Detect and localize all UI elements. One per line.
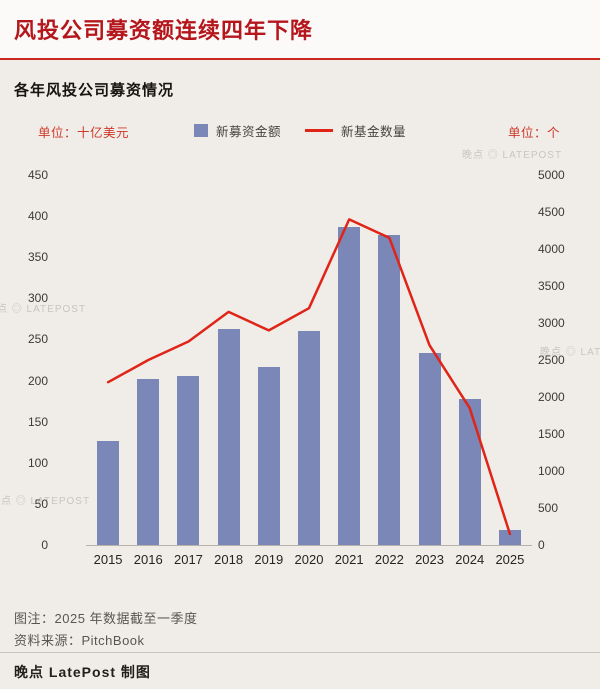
bar-2022 <box>378 235 401 545</box>
watermark: 晚点 ◎ LATEPOST <box>0 304 87 315</box>
bar-2015 <box>97 440 120 545</box>
right-axis-tick: 4500 <box>538 205 565 219</box>
left-axis-tick: 0 <box>41 538 48 552</box>
x-axis-label: 2017 <box>173 552 203 567</box>
x-axis-label: 2016 <box>133 552 163 567</box>
right-axis-tick: 0 <box>538 538 545 552</box>
right-axis-tick: 2500 <box>538 353 565 367</box>
x-axis-label: 2018 <box>214 552 244 567</box>
bar-2024 <box>458 399 481 545</box>
bar-2021 <box>338 226 361 545</box>
bar-2018 <box>217 328 240 545</box>
bar-2017 <box>177 375 200 545</box>
right-axis-tick: 500 <box>538 501 559 515</box>
left-axis-tick: 350 <box>27 250 48 265</box>
x-axis-label: 2020 <box>294 552 324 567</box>
bar-2025 <box>498 530 521 545</box>
bar-2016 <box>137 378 160 545</box>
right-axis-tick: 4000 <box>538 242 565 256</box>
right-axis-tick: 1500 <box>538 427 565 441</box>
bar-2019 <box>257 366 280 545</box>
x-axis-line <box>86 545 532 546</box>
left-axis-tick: 200 <box>27 373 48 388</box>
right-axis-tick: 3500 <box>538 279 565 293</box>
line-series-label: 新基金数量 <box>341 125 407 139</box>
x-axis-label: 2025 <box>495 552 525 567</box>
x-axis-label: 2023 <box>415 552 444 567</box>
left-axis-tick: 100 <box>27 455 48 470</box>
data-source: 资料来源：PitchBook <box>14 633 145 648</box>
left-axis-tick: 50 <box>34 496 48 511</box>
line-series-swatch-icon <box>305 129 333 132</box>
x-axis-label: 2019 <box>254 552 284 567</box>
watermark: 晚点 ◎ LATEPOST <box>462 150 563 161</box>
left-axis-tick: 400 <box>27 209 48 224</box>
left-axis-tick: 450 <box>27 168 48 182</box>
legend-row: 新募资金额 新基金数量 单位：十亿美元 单位：个 <box>0 121 600 140</box>
left-axis-tick: 250 <box>27 332 48 347</box>
bar-2023 <box>418 352 441 545</box>
footnote: 图注：2025 年数据截至一季度 <box>14 611 198 626</box>
right-axis-tick: 1000 <box>538 464 565 478</box>
x-axis-label: 2024 <box>455 552 485 567</box>
left-axis-tick: 300 <box>27 291 48 306</box>
left-axis-tick: 150 <box>27 414 48 429</box>
x-axis-label: 2022 <box>374 552 404 567</box>
bar-series-swatch-icon <box>193 124 208 137</box>
left-axis-unit-label: 单位：十亿美元 <box>38 126 130 140</box>
bar-series-label: 新募资金额 <box>215 125 281 139</box>
chart-title: 各年风投公司募资情况 <box>14 82 175 99</box>
watermark: 晚点 ◎ LATEPOST <box>0 496 91 507</box>
x-axis-label: 2015 <box>93 552 123 567</box>
watermark: 晚点 ◎ LATEPOST <box>540 347 600 358</box>
right-axis-unit-label: 单位：个 <box>507 126 560 140</box>
right-axis-tick: 2000 <box>538 390 565 404</box>
right-axis-tick: 3000 <box>538 316 565 330</box>
x-axis-label: 2021 <box>334 552 364 567</box>
footer-divider <box>0 652 600 653</box>
right-axis-tick: 5000 <box>538 168 565 182</box>
bar-2020 <box>298 331 320 545</box>
page-title: 风投公司募资额连续四年下降 <box>14 18 314 43</box>
legend: 新募资金额 新基金数量 <box>0 121 600 140</box>
header: 风投公司募资额连续四年下降 <box>0 0 600 60</box>
credit: 晚点 LatePost 制图 <box>14 664 151 680</box>
